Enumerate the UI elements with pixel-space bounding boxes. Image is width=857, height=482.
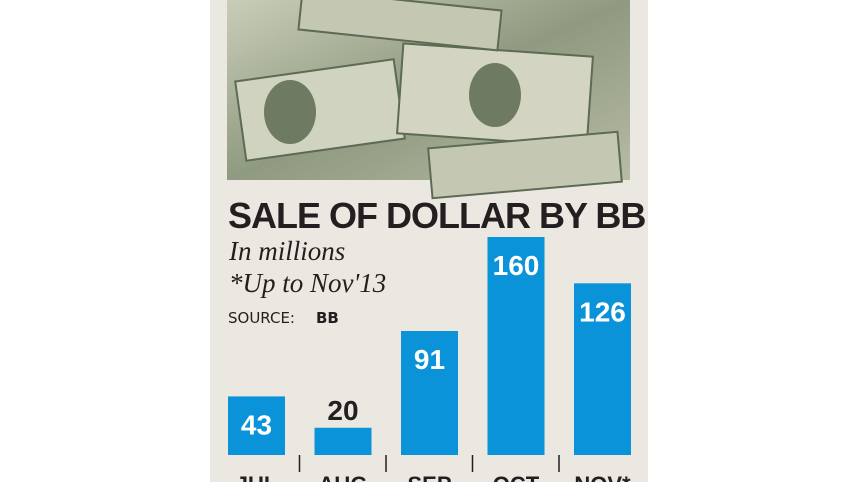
bar <box>401 331 458 455</box>
x-tick-label: NOV* <box>574 472 631 482</box>
bar <box>487 237 545 455</box>
x-tick-label: JUL <box>236 472 278 482</box>
bar <box>574 283 631 455</box>
x-tick-label: SEP <box>407 472 451 482</box>
chart-title: SALE OF DOLLAR BY BB <box>228 195 645 236</box>
note: *Up to Nov'13 <box>229 268 386 298</box>
source-label: SOURCE: <box>228 309 295 327</box>
bar <box>314 427 372 455</box>
subtitle: In millions <box>228 236 345 266</box>
value-label: 43 <box>241 409 272 440</box>
photo <box>227 0 630 200</box>
source: BB <box>316 309 339 327</box>
x-tick-label: AUG <box>319 472 368 482</box>
value-label: 91 <box>414 344 445 375</box>
value-label: 20 <box>327 395 358 426</box>
value-label: 160 <box>493 250 540 281</box>
x-tick-label: OCT <box>493 472 540 482</box>
value-label: 126 <box>579 296 626 327</box>
bar <box>228 396 285 455</box>
